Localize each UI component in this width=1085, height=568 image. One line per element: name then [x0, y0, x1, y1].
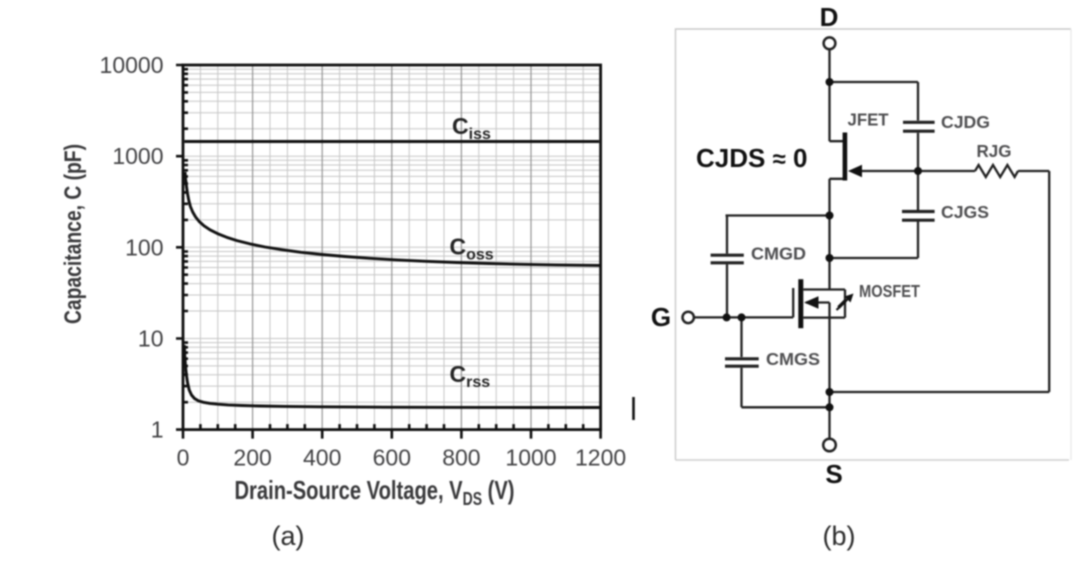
svg-text:CJDG: CJDG	[941, 112, 990, 132]
svg-text:Drain-Source Voltage, VDS (V): Drain-Source Voltage, VDS (V)	[235, 475, 515, 509]
svg-text:1200: 1200	[575, 445, 626, 471]
svg-text:G: G	[651, 302, 671, 332]
svg-text:600: 600	[373, 445, 411, 471]
svg-text:Capacitance, C (pF): Capacitance, C (pF)	[60, 144, 87, 324]
svg-text:1: 1	[151, 417, 164, 443]
svg-text:800: 800	[442, 445, 480, 471]
svg-text:10000: 10000	[100, 52, 164, 78]
svg-text:D: D	[820, 2, 839, 32]
svg-text:CMGD: CMGD	[751, 244, 806, 264]
svg-text:(b): (b)	[823, 521, 856, 551]
svg-text:JFET: JFET	[848, 110, 889, 130]
svg-text:S: S	[825, 459, 842, 489]
svg-text:0: 0	[177, 445, 190, 471]
svg-text:400: 400	[303, 445, 341, 471]
svg-text:MOSFET: MOSFET	[859, 281, 920, 301]
svg-text:(a): (a)	[272, 521, 305, 551]
svg-text:CJDS ≈ 0: CJDS ≈ 0	[696, 143, 807, 173]
svg-text:Ciss: Ciss	[452, 113, 491, 143]
svg-text:10: 10	[138, 325, 164, 351]
svg-text:CMGS: CMGS	[766, 349, 820, 369]
svg-text:200: 200	[233, 445, 271, 471]
svg-text:1000: 1000	[505, 445, 556, 471]
svg-text:RJG: RJG	[977, 141, 1012, 161]
svg-text:100: 100	[125, 234, 163, 260]
svg-text:Coss: Coss	[450, 234, 494, 264]
svg-text:1000: 1000	[112, 143, 163, 169]
svg-text:CJGS: CJGS	[941, 202, 989, 222]
